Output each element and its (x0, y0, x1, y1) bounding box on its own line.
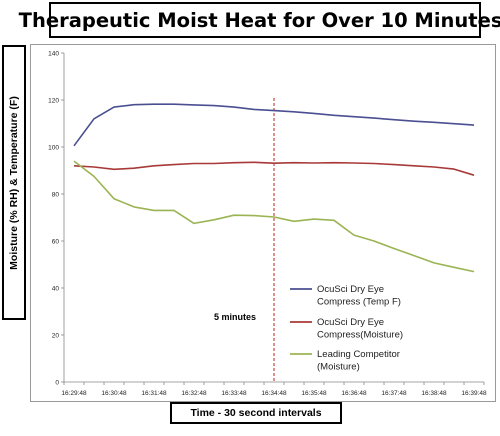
x-tick-label: 16:39:48 (461, 390, 487, 397)
x-tick-label: 16:34:48 (261, 390, 287, 397)
legend-label-1: OcuSci Dry Eye (317, 284, 384, 295)
series-line-2 (73, 161, 475, 176)
x-tick-label: 16:30:48 (101, 390, 127, 397)
x-tick-label: 16:32:48 (181, 390, 207, 397)
legend-label-1: Compress (Temp F) (317, 297, 401, 308)
legend-label-3: (Moisture) (317, 362, 360, 373)
x-axis-label: Time - 30 second intervals (190, 407, 322, 419)
x-tick-label: 16:31:48 (141, 390, 167, 397)
x-axis-label-box: Time - 30 second intervals (170, 402, 342, 424)
legend-label-3: Leading Competitor (317, 349, 400, 360)
x-tick-label: 16:38:48 (421, 390, 447, 397)
x-tick-label: 16:35:48 (301, 390, 327, 397)
x-tick-label: 16:33:48 (221, 390, 247, 397)
y-tick-label: 140 (48, 50, 59, 57)
chart-title-box: Therapeutic Moist Heat for Over 10 Minut… (19, 2, 500, 38)
legend-label-2: Compress(Moisture) (317, 330, 403, 341)
chart-title: Therapeutic Moist Heat for Over 10 Minut… (18, 8, 500, 32)
chart-frame (30, 44, 496, 402)
y-tick-label: 0 (55, 379, 59, 386)
x-tick-label: 16:36:48 (341, 390, 367, 397)
series-line-3 (73, 160, 475, 273)
y-tick-label: 20 (52, 332, 60, 339)
y-axis-label-box: Moisture (% RH) & Temperature (F) (2, 45, 26, 320)
y-tick-label: 80 (52, 191, 60, 198)
x-tick-label: 16:29:48 (61, 390, 87, 397)
five-minute-marker-label: 5 minutes (214, 312, 256, 322)
y-tick-label: 120 (48, 97, 59, 104)
legend-label-2: OcuSci Dry Eye (317, 317, 384, 328)
series-line-1 (73, 103, 475, 147)
x-tick-label: 16:37:48 (381, 390, 407, 397)
y-tick-label: 100 (48, 144, 59, 151)
y-tick-label: 40 (52, 285, 60, 292)
y-tick-label: 60 (52, 238, 60, 245)
